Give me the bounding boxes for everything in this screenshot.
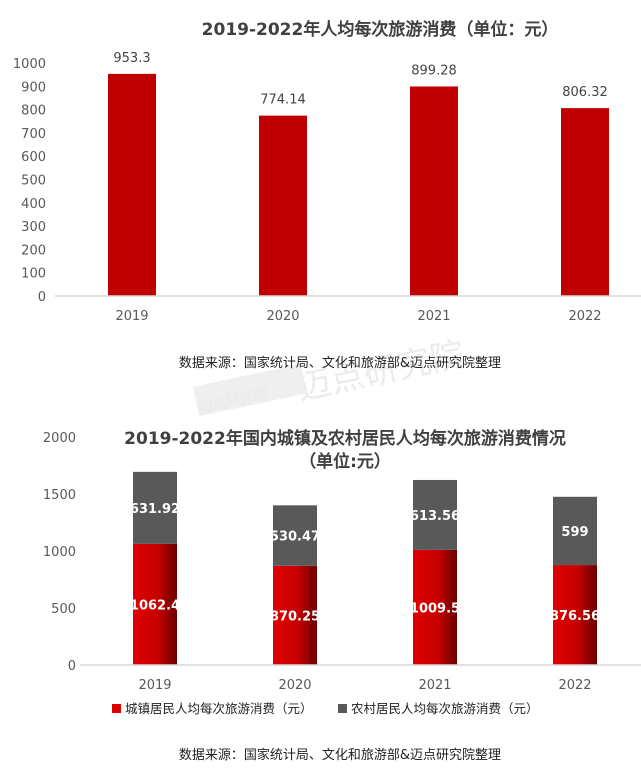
chart1: 0 100 200 300 400 500 600 700 800 900 1000 953.3 201… — [13, 51, 609, 324]
data-label: 774.14 — [260, 93, 306, 108]
legend-swatch-urban — [112, 704, 121, 713]
bar-segment-rural-2022 — [553, 496, 597, 566]
y-tick-label: 500 — [21, 174, 46, 189]
y-tick-label: 0 — [68, 659, 76, 674]
y-tick-label: 400 — [21, 197, 46, 212]
data-label: 1009.5 — [410, 601, 460, 616]
chart1-title: 2019-2022年人均每次旅游消费（单位：元） — [202, 19, 559, 40]
y-tick-label: 2000 — [43, 431, 76, 446]
bar-2019 — [108, 73, 156, 296]
y-tick-label: 1000 — [43, 545, 76, 560]
data-label: 631.92 — [130, 502, 180, 517]
bar-2022 — [561, 108, 609, 296]
bar-segment-rural-2020 — [273, 505, 317, 566]
data-label: 530.47 — [270, 530, 320, 545]
legend-label-rural: 农村居民人均每次旅游消费（元） — [351, 701, 539, 716]
bar-segment-urban-2021 — [413, 549, 457, 665]
y-tick-label: 1500 — [43, 488, 76, 503]
bar-segment-rural-2021 — [413, 479, 457, 550]
x-tick-label: 2021 — [417, 309, 450, 324]
data-label: 806.32 — [562, 85, 608, 100]
y-tick-label: 1000 — [13, 57, 46, 72]
x-tick-label: 2022 — [558, 678, 591, 693]
chart2-subtitle: （单位:元） — [299, 451, 391, 472]
y-tick-label: 200 — [21, 243, 46, 258]
x-tick-label: 2019 — [138, 678, 171, 693]
chart2-title: 2019-2022年国内城镇及农村居民人均每次旅游消费情况 — [124, 428, 566, 449]
watermark: 迈点研究院 迈点研究院 — [193, 334, 469, 417]
data-label: 613.56 — [410, 509, 460, 524]
data-label: 876.56 — [550, 609, 600, 624]
x-tick-label: 2022 — [568, 309, 601, 324]
y-tick-label: 300 — [21, 220, 46, 235]
data-label: 1062.4 — [130, 598, 180, 613]
chart2-legend: 城镇居民人均每次旅游消费（元） 农村居民人均每次旅游消费（元） — [112, 701, 539, 716]
chart2: 0 500 1000 1500 2000 1062.4 631.92 2019 870.25 53… — [43, 431, 600, 693]
chart2-source: 数据来源：国家统计局、文化和旅游部&迈点研究院整理 — [179, 747, 501, 763]
data-label: 953.3 — [113, 51, 150, 66]
y-tick-label: 500 — [51, 602, 76, 617]
data-label: 599 — [561, 525, 588, 540]
y-tick-label: 100 — [21, 267, 46, 282]
chart1-source: 数据来源：国家统计局、文化和旅游部&迈点研究院整理 — [179, 355, 501, 371]
x-tick-label: 2020 — [278, 678, 311, 693]
y-tick-label: 900 — [21, 80, 46, 95]
bar-2021 — [410, 86, 458, 296]
x-tick-label: 2019 — [115, 309, 148, 324]
data-label: 899.28 — [411, 63, 457, 78]
bar-segment-urban-2020 — [273, 565, 317, 665]
y-tick-label: 800 — [21, 104, 46, 119]
x-tick-label: 2021 — [418, 678, 451, 693]
legend-label-urban: 城镇居民人均每次旅游消费（元） — [125, 701, 313, 716]
bar-segment-rural-2019 — [133, 471, 177, 544]
y-tick-label: 700 — [21, 127, 46, 142]
bar-segment-urban-2022 — [553, 565, 597, 665]
y-tick-label: 600 — [21, 150, 46, 165]
x-tick-label: 2020 — [266, 309, 299, 324]
bar-2020 — [259, 115, 307, 296]
data-label: 870.25 — [270, 609, 320, 624]
svg-text:迈点研究院: 迈点研究院 — [294, 334, 469, 408]
y-tick-label: 0 — [38, 290, 46, 305]
bar-segment-urban-2019 — [133, 543, 177, 665]
legend-swatch-rural — [338, 704, 347, 713]
